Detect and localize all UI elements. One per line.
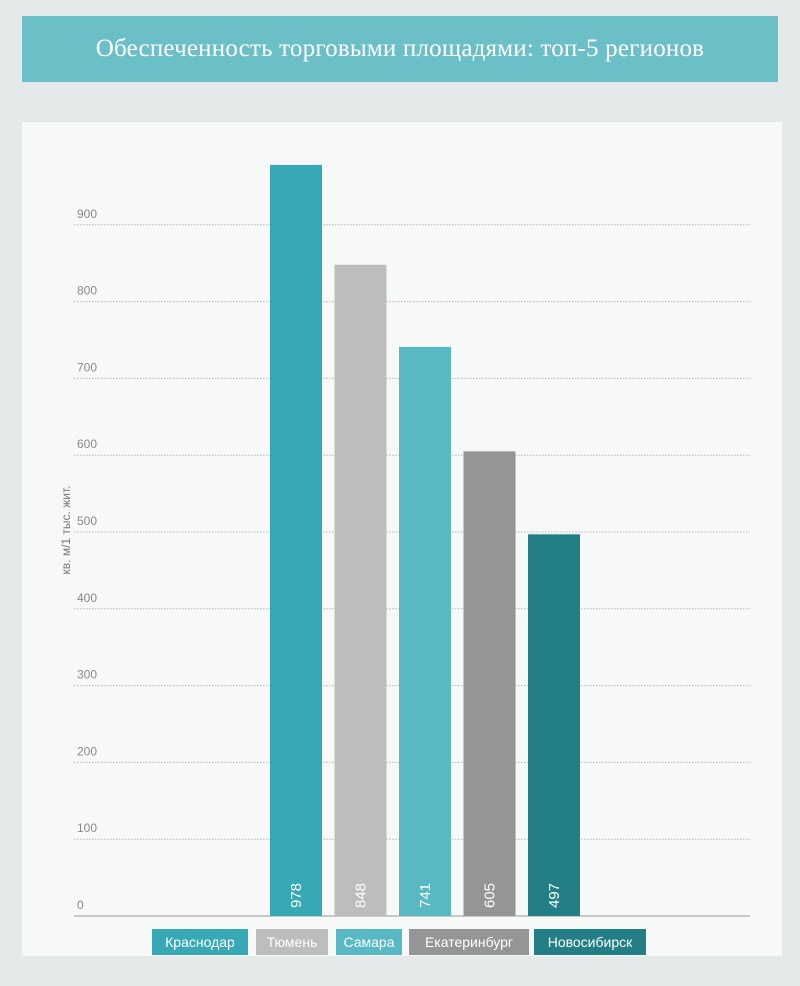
legend-label: Тюмень	[267, 934, 318, 950]
bar-Екатеринбург	[463, 451, 516, 916]
bar-Новосибирск	[528, 534, 580, 916]
y-tick-label: 300	[77, 668, 97, 682]
legend-label: Новосибирск	[548, 934, 633, 950]
title-bar: Обеспеченность торговыми площадями: топ-…	[22, 16, 778, 82]
legend-swatch	[409, 929, 529, 955]
legend: Краснодар Тюмень Самара Екатеринбург Новосиб…	[152, 929, 646, 955]
y-tick-label: 400	[77, 591, 97, 605]
legend-swatch	[256, 929, 328, 955]
y-axis-label: кв. м/1 тыс. жит.	[59, 486, 73, 575]
legend-swatch	[152, 929, 248, 955]
bar-value-label: 497	[546, 883, 563, 908]
legend-label: Краснодар	[165, 934, 235, 950]
bar-Тюмень	[334, 264, 387, 917]
legend-label: Екатеринбург	[425, 934, 513, 950]
y-tick-label: 200	[77, 744, 97, 758]
y-tick-label: 500	[77, 514, 97, 528]
y-tick-label: 800	[77, 284, 97, 298]
bar-value-label: 741	[417, 883, 434, 908]
legend-swatch	[336, 929, 402, 955]
bar-Краснодар	[270, 164, 322, 916]
chart-title: Обеспеченность торговыми площадями: топ-…	[95, 35, 705, 62]
bars: 978 848 741 605 497	[270, 164, 580, 917]
y-tick-label: 100	[77, 821, 97, 835]
y-tick-label: 700	[77, 360, 97, 374]
y-tick-label: 600	[77, 437, 97, 451]
legend-label: Самара	[343, 934, 394, 950]
legend-swatch	[534, 929, 646, 955]
y-tick-label: 900	[77, 207, 97, 221]
bar-value-label: 605	[482, 883, 499, 908]
bar-value-label: 978	[288, 883, 305, 908]
bar-value-label: 848	[353, 883, 370, 908]
bar-Самара	[399, 346, 451, 916]
y-axis-ticks: 0 100 200 300 400 500 600 700 800 900	[77, 207, 97, 912]
y-tick-label: 0	[77, 898, 84, 912]
